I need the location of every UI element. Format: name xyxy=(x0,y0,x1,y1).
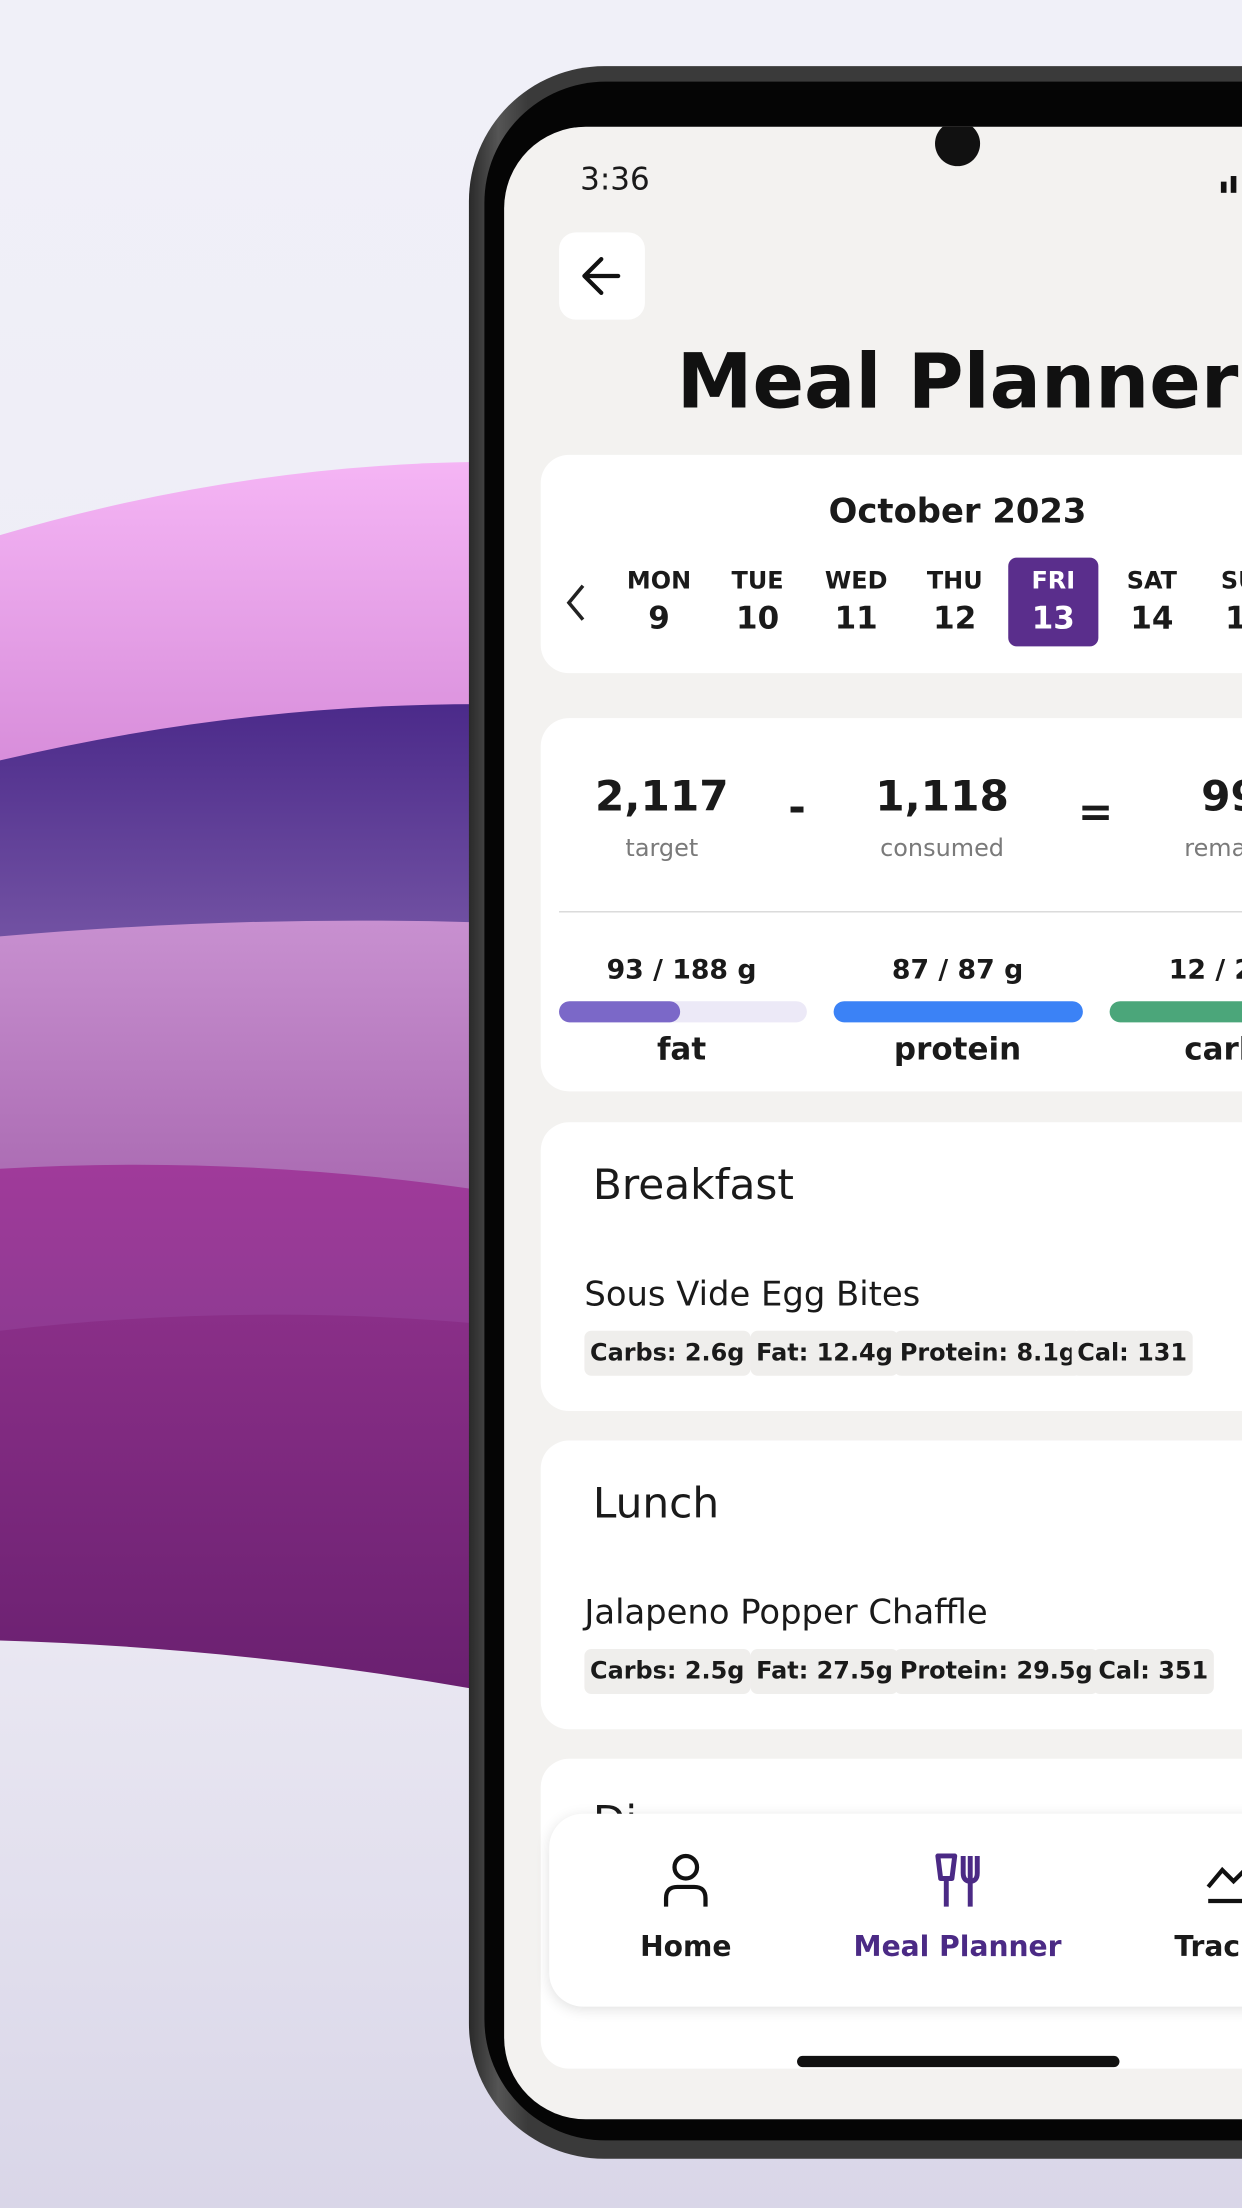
macro-amount: 12 / 2 xyxy=(1168,954,1242,986)
macro-name: carl xyxy=(1184,1032,1242,1069)
remaining-value: 99 xyxy=(1201,772,1242,822)
day-name: THU xyxy=(926,567,983,596)
day-date: 12 xyxy=(933,601,977,638)
minus-sign: - xyxy=(788,783,806,833)
macro-bar-fill xyxy=(833,1001,1083,1023)
day-name: TUE xyxy=(731,567,784,596)
day-date: 14 xyxy=(1130,601,1174,638)
macro-bar-fill xyxy=(1109,1001,1242,1023)
prev-week[interactable] xyxy=(560,583,594,622)
camera xyxy=(935,126,981,167)
meal-card[interactable]: Breakfast Sous Vide Egg Bites Carbs: 2.6… xyxy=(540,1122,1242,1411)
status-time: 3:36 xyxy=(580,162,650,198)
equals-sign: = xyxy=(1077,787,1114,838)
day[interactable]: THU 12 xyxy=(910,558,1000,647)
meal-planner-icon[interactable] xyxy=(932,1853,983,1909)
meal-card[interactable]: Lunch Jalapeno Popper Chaffle Carbs: 2.5… xyxy=(540,1440,1242,1730)
day-name: WED xyxy=(824,567,888,596)
day[interactable]: SAT 14 xyxy=(1107,558,1197,647)
nutrient-tag: Cal: 131 xyxy=(1071,1330,1193,1376)
nav-label[interactable]: Trac xyxy=(1174,1929,1241,1963)
target-value: 2,117 xyxy=(595,772,729,822)
day[interactable]: TUE 10 xyxy=(713,558,803,647)
macro-bar-track xyxy=(559,1001,807,1023)
consumed-value: 1,118 xyxy=(875,772,1009,822)
meal-item: Jalapeno Popper Chaffle xyxy=(584,1592,988,1633)
day-date: 11 xyxy=(834,601,878,638)
page-title: Meal Planner xyxy=(676,337,1239,426)
day-name: FRI xyxy=(1031,567,1076,596)
nutrient-tag: Cal: 351 xyxy=(1092,1648,1214,1695)
remaining-label: rema xyxy=(1184,835,1242,864)
day[interactable]: MON 9 xyxy=(614,558,704,647)
day[interactable]: WED 11 xyxy=(811,558,901,647)
bottom-nav: Home Meal Planner Trac xyxy=(549,1813,1242,2007)
nutrient-tag: Fat: 12.4g xyxy=(750,1330,899,1376)
day-name: SU xyxy=(1220,567,1242,596)
macro-amount: 93 / 188 g xyxy=(606,954,757,986)
nutrient-tag: Carbs: 2.6g xyxy=(584,1330,751,1376)
meal-title: Lunch xyxy=(592,1479,720,1529)
phone-screen: 3:36 Meal Planner October 2023 MON 9 TUE 1… xyxy=(504,126,1242,2120)
day-date: 9 xyxy=(648,601,670,638)
day-name: MON xyxy=(626,567,692,596)
macro-name: fat xyxy=(656,1032,707,1069)
day[interactable]: SU 1 xyxy=(1207,558,1242,647)
day-date: 1 xyxy=(1225,602,1242,637)
meal-title: Breakfast xyxy=(592,1161,794,1211)
home-icon[interactable] xyxy=(660,1853,711,1909)
month-label: October 2023 xyxy=(828,491,1087,531)
day-date: 10 xyxy=(736,601,780,638)
meal-item: Sous Vide Egg Bites xyxy=(584,1274,921,1314)
signal-icon xyxy=(1220,176,1237,193)
nutrient-tag: Carbs: 2.5g xyxy=(584,1648,751,1695)
summary-card: 2,117 target - 1,118 consumed = 99 rema … xyxy=(540,718,1242,1092)
nutrient-tag: Protein: 29.5g xyxy=(894,1648,1099,1695)
day-date: 13 xyxy=(1031,601,1075,638)
nav-label[interactable]: Home xyxy=(640,1929,732,1963)
tracker-icon[interactable] xyxy=(1205,1856,1242,1907)
back-button[interactable] xyxy=(559,232,645,320)
calendar-card: October 2023 MON 9 TUE 10 WED 11 THU 12 FRI 1… xyxy=(540,454,1242,674)
day-name: SAT xyxy=(1126,567,1178,596)
nutrient-tag: Fat: 27.5g xyxy=(750,1648,899,1695)
day-selected[interactable]: FRI 13 xyxy=(1008,557,1099,647)
nav-label-active[interactable]: Meal Planner xyxy=(853,1929,1062,1963)
consumed-label: consumed xyxy=(880,835,1004,864)
home-indicator xyxy=(797,2055,1120,2068)
target-label: target xyxy=(625,835,699,864)
macro-name: protein xyxy=(893,1032,1022,1069)
macro-bar-fill xyxy=(559,1001,681,1023)
divider xyxy=(559,911,1242,913)
macro-amount: 87 / 87 g xyxy=(891,954,1024,986)
nutrient-tag: Protein: 8.1g xyxy=(894,1330,1082,1376)
